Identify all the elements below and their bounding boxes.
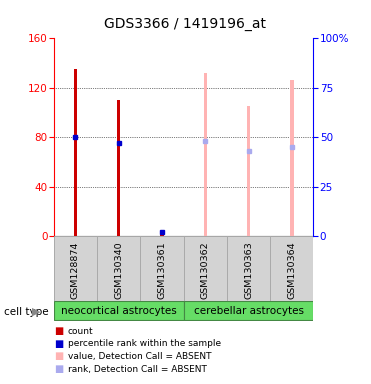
FancyBboxPatch shape [227,236,270,301]
Text: ■: ■ [54,364,63,374]
Text: ■: ■ [54,326,63,336]
FancyBboxPatch shape [184,301,313,320]
Bar [74,69,77,236]
Text: count: count [68,326,93,336]
Text: value, Detection Call = ABSENT: value, Detection Call = ABSENT [68,352,211,361]
Bar [117,100,121,236]
Text: ▶: ▶ [32,307,40,317]
Text: cerebellar astrocytes: cerebellar astrocytes [194,306,303,316]
FancyBboxPatch shape [54,301,184,320]
Bar [160,232,164,236]
FancyBboxPatch shape [97,236,140,301]
FancyBboxPatch shape [140,236,184,301]
Bar [290,80,293,236]
Bar [204,73,207,236]
Text: GSM128874: GSM128874 [71,242,80,299]
Text: GSM130362: GSM130362 [201,242,210,299]
Text: GSM130364: GSM130364 [288,242,296,299]
FancyBboxPatch shape [270,236,313,301]
Text: ■: ■ [54,351,63,361]
Text: GDS3366 / 1419196_at: GDS3366 / 1419196_at [105,17,266,31]
FancyBboxPatch shape [184,236,227,301]
Text: percentile rank within the sample: percentile rank within the sample [68,339,221,348]
FancyBboxPatch shape [54,236,97,301]
Text: GSM130340: GSM130340 [114,242,123,299]
Text: ■: ■ [54,339,63,349]
Text: GSM130363: GSM130363 [244,242,253,299]
Text: rank, Detection Call = ABSENT: rank, Detection Call = ABSENT [68,364,207,374]
Text: GSM130361: GSM130361 [158,242,167,299]
Text: neocortical astrocytes: neocortical astrocytes [61,306,177,316]
Bar [247,106,250,236]
Text: cell type: cell type [4,307,48,317]
